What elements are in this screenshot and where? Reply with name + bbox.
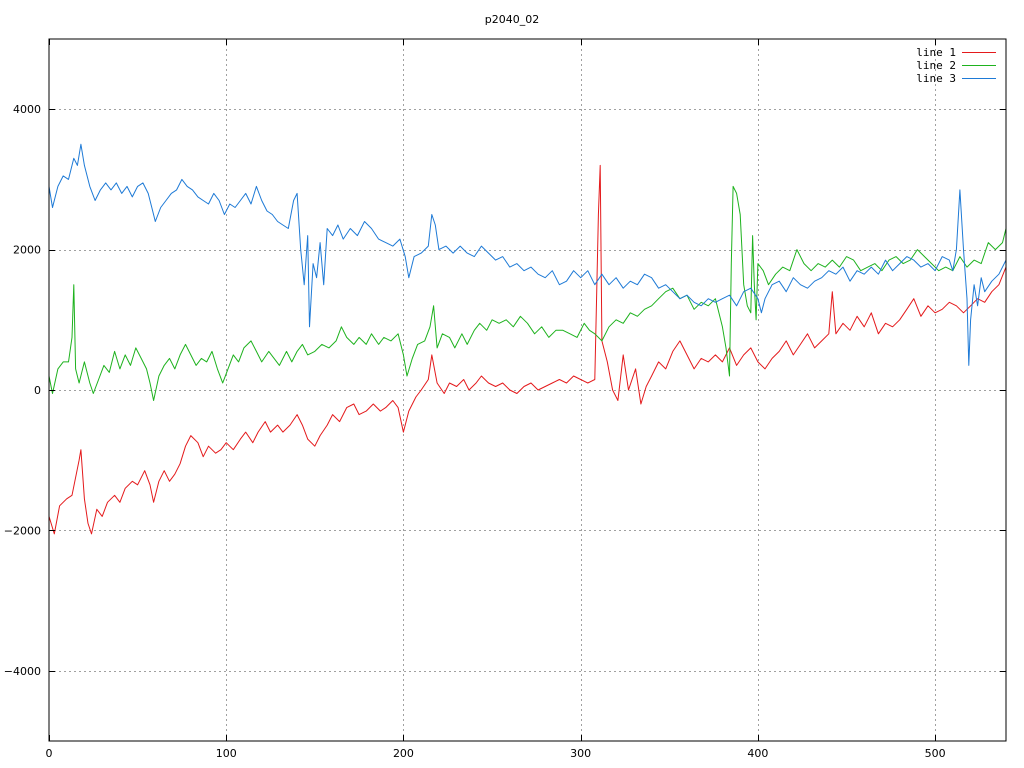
series-line-2 <box>48 185 1007 401</box>
x-tick-label: 400 <box>747 747 768 760</box>
x-tick-label: 500 <box>925 747 946 760</box>
legend-label-1: line 1 <box>916 46 956 59</box>
x-tick-label: 200 <box>393 747 414 760</box>
legend-label-2: line 2 <box>916 59 956 72</box>
chart-title: p2040_02 <box>485 13 539 26</box>
x-tick-label: 100 <box>216 747 237 760</box>
legend-label-3: line 3 <box>916 72 956 85</box>
grid-lines <box>49 39 1006 741</box>
x-tick-label: 0 <box>46 747 53 760</box>
y-tick-label: 0 <box>34 384 41 397</box>
series-lines <box>48 143 1007 535</box>
y-tick-label: −2000 <box>4 524 41 537</box>
axis-ticks: 0 100 200 300 400 500 −4000 −2000 0 2000 4000 <box>4 39 1006 760</box>
y-tick-label: −4000 <box>4 665 41 678</box>
x-tick-label: 300 <box>570 747 591 760</box>
series-line-1 <box>48 164 1007 535</box>
y-tick-label: 2000 <box>13 244 41 257</box>
y-tick-label: 4000 <box>13 103 41 116</box>
series-line-3 <box>48 143 1007 366</box>
